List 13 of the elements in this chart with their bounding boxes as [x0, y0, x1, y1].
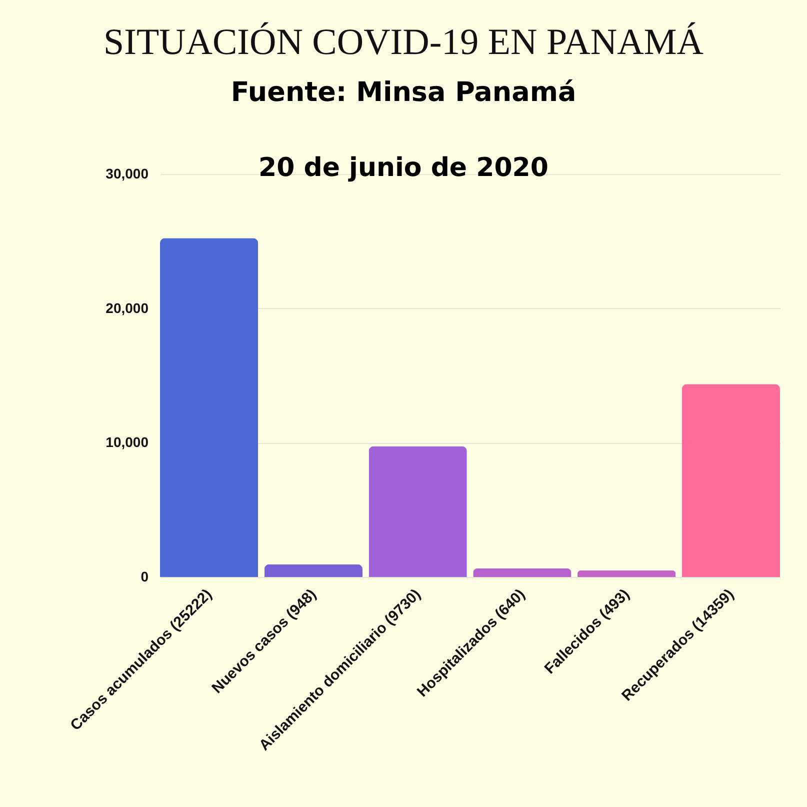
y-tick-label: 20,000: [106, 300, 149, 316]
bar: [368, 446, 467, 577]
bar: [473, 568, 572, 577]
annotation: 20 de junio de 2020: [258, 153, 548, 183]
bar: [682, 384, 780, 577]
bar: [578, 570, 676, 577]
chart-title: SITUACIÓN COVID-19 EN PANAMÁ: [104, 22, 704, 63]
chart-subtitle: Fuente: Minsa Panamá: [230, 77, 576, 108]
y-tick-label: 10,000: [106, 434, 149, 450]
bar: [264, 564, 362, 577]
bar: [160, 238, 258, 577]
y-tick-label: 30,000: [106, 166, 149, 182]
y-tick-label: 0: [140, 568, 149, 584]
